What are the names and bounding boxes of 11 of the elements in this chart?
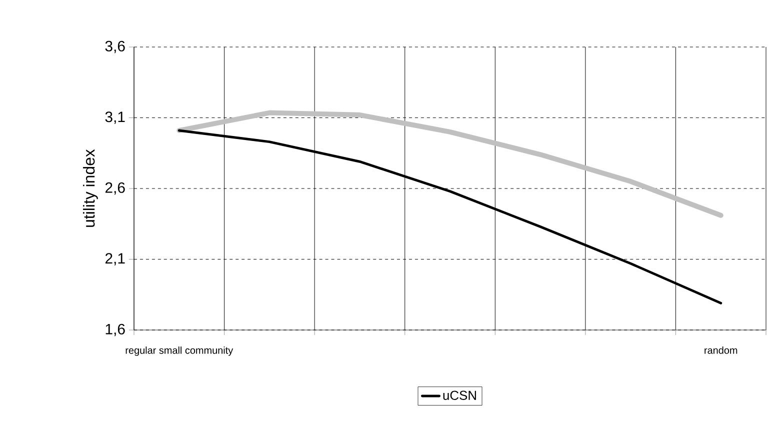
y-tick-label: 2,6 (105, 182, 125, 195)
x-tick-label: random (704, 346, 738, 354)
line-series (176, 110, 724, 218)
legend-label: uCSN (443, 390, 476, 400)
line-series (178, 129, 722, 304)
y-tick-label: 3,1 (105, 112, 125, 124)
y-axis-title: utility index (83, 149, 98, 227)
y-tick-label: 2,1 (105, 253, 125, 266)
y-tick-label: 1,6 (106, 324, 125, 336)
y-tick-label: 3,6 (105, 40, 125, 54)
x-tick-label: regular small community (126, 346, 234, 356)
